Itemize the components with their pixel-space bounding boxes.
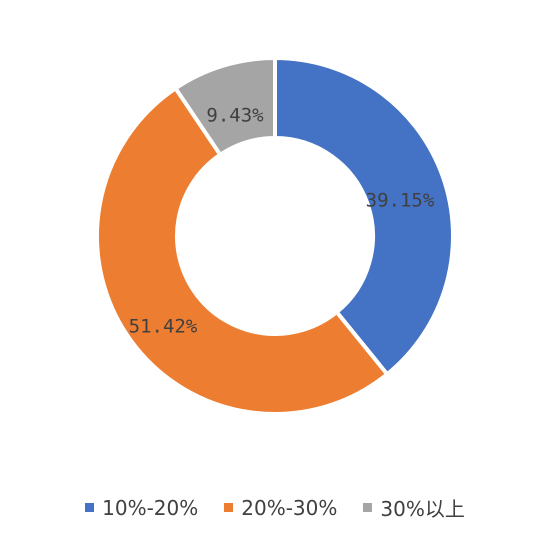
legend-swatch-20-30	[224, 503, 234, 512]
legend-item-20-30: 20%-30%	[224, 496, 337, 520]
data-labels: 39.15% 51.42% 9.43%	[129, 105, 435, 338]
slice-10-20	[273, 55, 455, 378]
slice-30-plus	[172, 55, 277, 158]
legend-label-10-20: 10%-20%	[102, 495, 199, 520]
legend-label-20-30: 20%-30%	[241, 495, 338, 520]
legend-item-10-20: 10%-20%	[85, 496, 198, 520]
legend-swatch-30-plus	[363, 503, 373, 512]
legend-item-30-plus: 30%以上	[363, 493, 465, 522]
slice-20-30	[95, 85, 390, 416]
legend: 10%-20% 20%-30% 30%以上	[0, 493, 550, 522]
donut-slices	[95, 55, 455, 416]
legend-label-30-plus: 30%以上	[380, 497, 465, 521]
data-label-10-20: 39.15%	[366, 190, 435, 212]
data-label-30-plus: 9.43%	[206, 105, 264, 127]
data-label-20-30: 51.42%	[129, 316, 198, 338]
legend-swatch-10-20	[85, 503, 95, 512]
